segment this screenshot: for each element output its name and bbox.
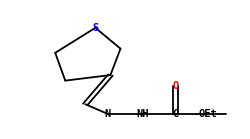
Text: C: C [172,109,178,119]
Text: OEt: OEt [198,109,216,119]
Text: O: O [172,81,178,91]
Text: S: S [92,23,98,33]
Text: NH: NH [136,109,149,119]
Text: N: N [104,109,110,119]
